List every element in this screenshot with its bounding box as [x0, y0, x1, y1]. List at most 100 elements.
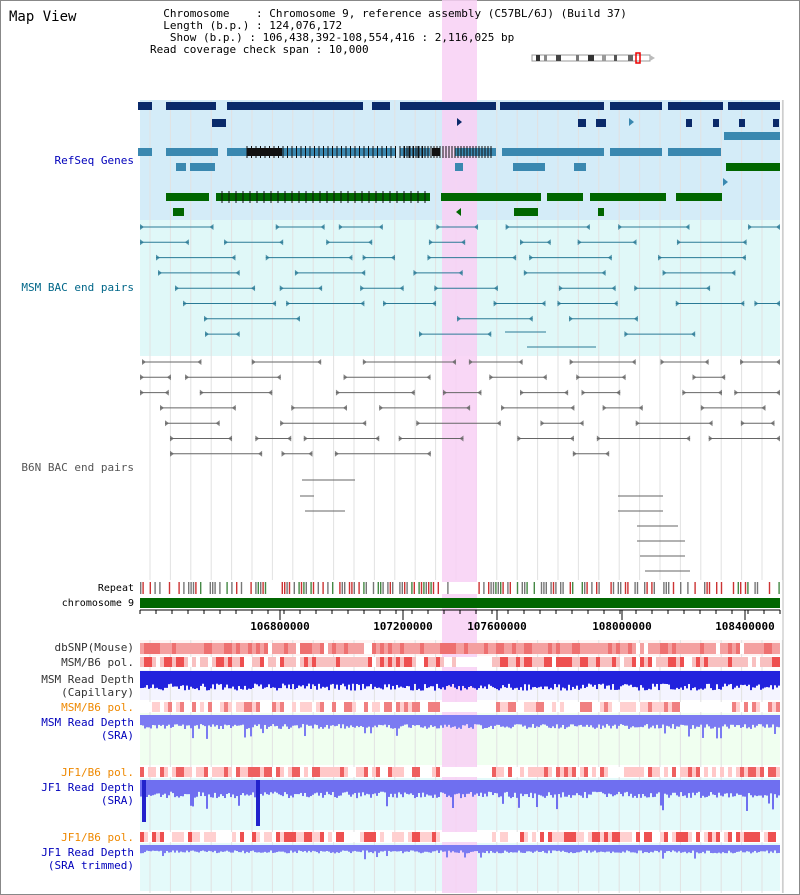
- repeat-element[interactable]: [200, 582, 202, 594]
- repeat-element[interactable]: [195, 582, 197, 594]
- jf1-b6-pol2-label[interactable]: JF1/B6 pol.: [0, 831, 134, 844]
- repeat-element[interactable]: [305, 582, 307, 594]
- repeat-element[interactable]: [348, 582, 351, 594]
- repeat-element[interactable]: [387, 582, 389, 594]
- repeat-element[interactable]: [190, 582, 192, 594]
- msm-b6-pol2-label[interactable]: MSM/B6 pol.: [0, 701, 134, 714]
- gene-exon-block[interactable]: [227, 102, 363, 110]
- gene-exon-block[interactable]: [676, 193, 722, 201]
- repeat-element[interactable]: [264, 582, 267, 594]
- repeat-element[interactable]: [209, 582, 211, 594]
- repeat-element[interactable]: [406, 582, 408, 594]
- repeat-element[interactable]: [413, 582, 415, 594]
- repeat-element[interactable]: [365, 582, 367, 594]
- gene-exon-block[interactable]: [610, 148, 662, 156]
- repeat-element[interactable]: [351, 582, 353, 594]
- repeat-element[interactable]: [569, 582, 571, 594]
- gene-exon-block[interactable]: [686, 119, 692, 127]
- repeat-element[interactable]: [382, 582, 384, 594]
- repeat-element[interactable]: [562, 582, 564, 594]
- gene-exon-block[interactable]: [190, 163, 215, 171]
- gene-exon-block[interactable]: [596, 119, 606, 127]
- repeat-element[interactable]: [668, 582, 670, 594]
- repeat-element[interactable]: [516, 582, 519, 594]
- repeat-element[interactable]: [380, 582, 382, 594]
- gene-exon-block[interactable]: [400, 102, 496, 110]
- gene-exon-block[interactable]: [227, 148, 247, 156]
- repeat-element[interactable]: [483, 582, 485, 594]
- repeat-element[interactable]: [231, 582, 233, 594]
- repeat-element[interactable]: [524, 582, 526, 594]
- gene-exon-block[interactable]: [441, 193, 541, 201]
- repeat-element[interactable]: [140, 582, 142, 594]
- repeat-element[interactable]: [404, 582, 406, 594]
- repeat-element[interactable]: [533, 582, 535, 594]
- gene-exon-block[interactable]: [166, 102, 216, 110]
- repeat-element[interactable]: [612, 582, 615, 594]
- gene-exon-block[interactable]: [590, 193, 666, 201]
- gene-exon-block[interactable]: [713, 119, 719, 127]
- repeat-element[interactable]: [495, 582, 497, 594]
- repeat-element[interactable]: [183, 582, 185, 594]
- repeat-element[interactable]: [732, 582, 735, 594]
- repeat-element[interactable]: [550, 582, 552, 594]
- repeat-element[interactable]: [663, 582, 665, 594]
- repeat-element[interactable]: [610, 582, 612, 594]
- repeat-element[interactable]: [596, 582, 598, 594]
- repeat-element[interactable]: [281, 582, 283, 594]
- repeat-element[interactable]: [226, 582, 228, 594]
- repeat-element[interactable]: [509, 582, 511, 594]
- repeat-element[interactable]: [358, 582, 360, 594]
- gene-exon-block[interactable]: [216, 193, 430, 201]
- repeat-element[interactable]: [149, 582, 151, 594]
- gene-exon-block[interactable]: [502, 148, 604, 156]
- gene-exon-block[interactable]: [578, 119, 586, 127]
- repeat-element[interactable]: [756, 582, 759, 594]
- repeat-element[interactable]: [620, 582, 622, 594]
- repeat-element[interactable]: [212, 582, 214, 594]
- repeat-element[interactable]: [488, 582, 490, 594]
- repeat-element[interactable]: [154, 582, 156, 594]
- jf1-depth-sra-label[interactable]: JF1 Read Depth (SRA): [0, 781, 134, 807]
- repeat-element[interactable]: [437, 582, 439, 594]
- gene-exon-block[interactable]: [598, 208, 604, 216]
- repeat-element[interactable]: [372, 582, 375, 594]
- gene-exon-block[interactable]: [513, 163, 545, 171]
- repeat-element[interactable]: [188, 582, 190, 594]
- repeat-element[interactable]: [399, 582, 401, 594]
- repeat-element[interactable]: [159, 582, 161, 594]
- repeat-element[interactable]: [543, 582, 545, 594]
- repeat-element[interactable]: [420, 582, 423, 594]
- gene-exon-block[interactable]: [726, 163, 780, 171]
- repeat-element[interactable]: [521, 582, 523, 594]
- repeat-element[interactable]: [192, 582, 195, 594]
- gene-exon-block[interactable]: [166, 148, 218, 156]
- repeat-element[interactable]: [490, 582, 492, 594]
- repeat-element[interactable]: [341, 582, 343, 594]
- jf1-b6-pol-label[interactable]: JF1/B6 pol.: [0, 766, 134, 779]
- repeat-element[interactable]: [644, 582, 646, 594]
- gene-exon-block[interactable]: [432, 148, 440, 156]
- repeat-element[interactable]: [704, 582, 706, 594]
- repeat-element[interactable]: [627, 582, 629, 594]
- repeat-element[interactable]: [591, 582, 593, 594]
- repeat-element[interactable]: [284, 582, 286, 594]
- repeat-element[interactable]: [624, 582, 627, 594]
- repeat-element[interactable]: [310, 582, 312, 594]
- repeat-element[interactable]: [500, 582, 502, 594]
- gene-exon-block[interactable]: [668, 148, 721, 156]
- chromosome-ideogram[interactable]: [530, 52, 658, 64]
- gene-exon-block[interactable]: [372, 102, 390, 110]
- gene-exon-block[interactable]: [574, 163, 586, 171]
- msm-b6-pol-label[interactable]: MSM/B6 pol.: [0, 656, 134, 669]
- repeat-element[interactable]: [651, 582, 653, 594]
- repeat-element[interactable]: [392, 582, 394, 594]
- msm-depth-sra-label[interactable]: MSM Read Depth (SRA): [0, 716, 134, 742]
- repeat-element[interactable]: [300, 582, 303, 594]
- repeat-element[interactable]: [257, 582, 259, 594]
- gene-exon-block[interactable]: [773, 119, 779, 127]
- repeat-element[interactable]: [497, 582, 499, 594]
- repeat-element[interactable]: [214, 582, 216, 594]
- repeat-element[interactable]: [672, 582, 675, 594]
- repeat-element[interactable]: [240, 582, 243, 594]
